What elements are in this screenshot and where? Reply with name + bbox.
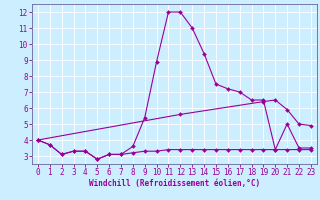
X-axis label: Windchill (Refroidissement éolien,°C): Windchill (Refroidissement éolien,°C) [89,179,260,188]
